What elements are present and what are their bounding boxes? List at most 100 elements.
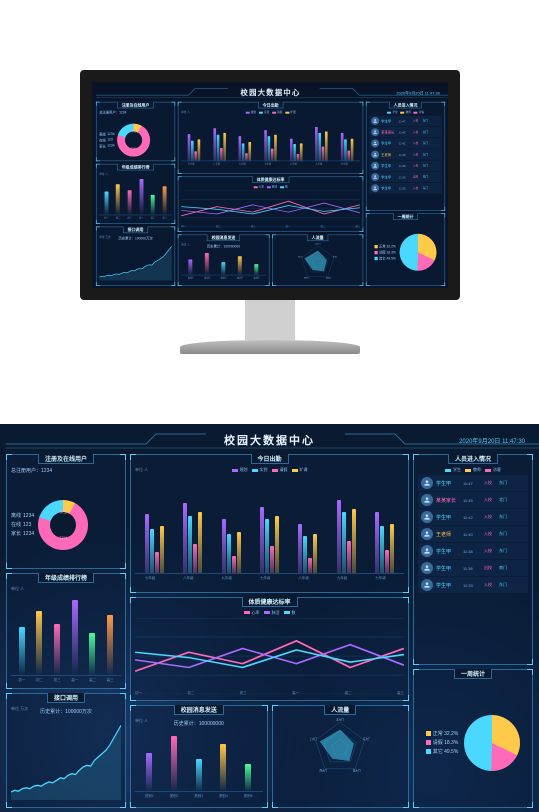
legend-item: 访客 xyxy=(413,110,424,114)
right-column: 人员进入情况 学生教师访客 学生甲11:47入校东门某某家长11:45入校北门学… xyxy=(365,102,444,286)
bar xyxy=(104,192,108,215)
bar xyxy=(222,519,226,573)
panel-title: 注册及在线用户 xyxy=(117,102,154,109)
bar xyxy=(289,139,292,162)
entry-row[interactable]: 学生甲11:33入校东门 xyxy=(369,183,442,194)
total-users-label: 总注册用户：1234 xyxy=(11,467,121,474)
entry-row[interactable]: 学生甲11:47入校东门 xyxy=(418,475,528,491)
avatar-icon xyxy=(371,162,379,170)
bar xyxy=(267,136,270,161)
svg-text:南大门: 南大门 xyxy=(353,768,361,772)
panel-title: 人员进入情况 xyxy=(389,102,422,109)
bar xyxy=(205,253,209,275)
avatar-icon xyxy=(421,545,433,557)
msg-sub: 历史累计：100000000 xyxy=(135,720,263,727)
monitor-frame: 校园大数据中心 2020年9月20日 11:47:30 注册及在线用户 总注册用… xyxy=(80,70,460,354)
entry-row[interactable]: 王老师11:40入校东门 xyxy=(418,526,528,542)
api-line-chart xyxy=(99,242,172,281)
panel-api-calls: 接口调用 单位 万次 历史累计：100000万次 xyxy=(6,693,126,808)
stat-row: 离线1234 xyxy=(99,132,114,137)
panel-week-stats: 一周统计 正常 32.2%请假 18.3%其它 49.5% xyxy=(413,669,533,808)
entry-row[interactable]: 学生甲11:38入校东门 xyxy=(418,543,528,559)
panel-entry-log: 人员进入情况 学生教师访客 学生甲11:47入校东门某某家长11:45入校北门学… xyxy=(365,102,444,211)
panel-grade-rank: 年级成绩排行榜 单位 人 初一初二初三高一高二高三 xyxy=(6,573,126,688)
bar xyxy=(237,256,241,275)
bar xyxy=(321,146,324,161)
bar xyxy=(227,534,231,573)
monitor-mockup-scene: 校园大数据中心 2020年9月20日 11:47:30 注册及在线用户 总注册用… xyxy=(0,0,539,424)
users-side-stats: 离线1234在线123家长1234 xyxy=(11,512,34,537)
api-line-chart xyxy=(11,717,121,800)
avatar-icon xyxy=(371,128,379,136)
attendance-legend: 规划实到请假旷课 xyxy=(181,110,360,114)
bar xyxy=(254,264,258,275)
entry-legend: 学生教师访客 xyxy=(418,467,528,473)
stat-row: 离线1234 xyxy=(11,512,34,519)
bar xyxy=(213,128,216,161)
stat-row: 家长1234 xyxy=(11,530,34,537)
bar xyxy=(196,759,202,792)
dashboard-header: 校园大数据中心 2020年9月20日 11:47:30 xyxy=(6,428,533,452)
entry-row[interactable]: 某某家长11:45入校北门 xyxy=(369,127,442,138)
entry-row[interactable]: 学生甲11:33入校东门 xyxy=(418,577,528,593)
bar xyxy=(188,260,192,276)
panel-title: 注册及在线用户 xyxy=(38,454,94,464)
bar xyxy=(344,139,347,161)
legend-item: 肺活 xyxy=(266,185,277,189)
bar xyxy=(242,143,245,161)
bar xyxy=(198,512,202,573)
svg-text:正大门: 正大门 xyxy=(310,737,317,741)
bar xyxy=(260,507,264,574)
avatar-icon xyxy=(421,511,433,523)
svg-text:正大门: 正大门 xyxy=(297,255,302,258)
bar xyxy=(183,503,187,574)
attendance-bars: 七年级八年级九年级七年级八年级九年级七年级 xyxy=(181,116,360,167)
entry-row[interactable]: 学生甲11:38入校东门 xyxy=(369,161,442,172)
msg-sub: 历史累计：100000000 xyxy=(181,244,266,249)
legend-item: 请假 xyxy=(272,467,288,473)
svg-text:西大门: 西大门 xyxy=(320,768,328,772)
entry-row[interactable]: 某某家长11:45入校北门 xyxy=(418,492,528,508)
bar xyxy=(107,615,113,676)
svg-text:东大门: 东大门 xyxy=(332,255,337,258)
bar xyxy=(145,514,149,573)
left-column: 注册及在线用户 总注册用户：1234 离线1234在线123家长1234 学生7… xyxy=(6,454,126,808)
bar xyxy=(375,512,379,573)
panel-title: 人流量 xyxy=(324,705,356,715)
legend-item: 学生 xyxy=(445,467,461,473)
entry-row[interactable]: 学生甲11:36出校南门 xyxy=(418,560,528,576)
entry-row[interactable]: 学生甲11:42入校东门 xyxy=(418,509,528,525)
entry-row[interactable]: 王老师11:40入校东门 xyxy=(369,149,442,160)
bar xyxy=(245,153,248,161)
legend-item: 教师 xyxy=(400,110,411,114)
bar xyxy=(219,148,222,162)
legend-item: 规划 xyxy=(245,110,256,114)
bar xyxy=(347,150,350,161)
users-side-stats: 离线1234在线123家长1234 xyxy=(99,132,114,149)
panel-title: 今日出勤 xyxy=(250,454,288,464)
panel-traffic: 人流量 北大门东大门南大门西大门正大门 xyxy=(272,705,410,808)
unit-label: 单位 人 xyxy=(135,718,148,724)
entry-row[interactable]: 学生甲11:47入校东门 xyxy=(369,116,442,127)
bar xyxy=(352,509,356,574)
bar xyxy=(232,556,236,574)
panel-title: 接口调用 xyxy=(123,226,148,233)
avatar-icon xyxy=(421,528,433,540)
panel-title: 体质健康达标率 xyxy=(252,177,289,184)
legend-item: 请假 18.3% xyxy=(426,739,459,746)
dashboard-in-monitor: 校园大数据中心 2020年9月20日 11:47:30 注册及在线用户 总注册用… xyxy=(92,82,449,289)
unit-label: 单位 人 xyxy=(135,467,148,473)
legend-item: 学生 xyxy=(387,110,398,114)
entry-row[interactable]: 学生甲11:36出校南门 xyxy=(369,172,442,183)
legend-item: 正常 32.2% xyxy=(426,730,459,737)
traffic-radar: 北大门东大门南大门西大门正大门 xyxy=(310,718,370,778)
avatar-icon xyxy=(421,579,433,591)
monitor-stand-base xyxy=(180,340,360,354)
legend-item: 请假 xyxy=(271,110,282,114)
panel-title: 今日出勤 xyxy=(258,102,283,109)
unit-label: 单位 万次 xyxy=(11,706,28,712)
monitor-stand-neck xyxy=(245,300,295,340)
entry-row[interactable]: 学生甲11:42入校东门 xyxy=(369,138,442,149)
bar xyxy=(342,512,346,573)
stat-row: 在线123 xyxy=(99,138,114,143)
